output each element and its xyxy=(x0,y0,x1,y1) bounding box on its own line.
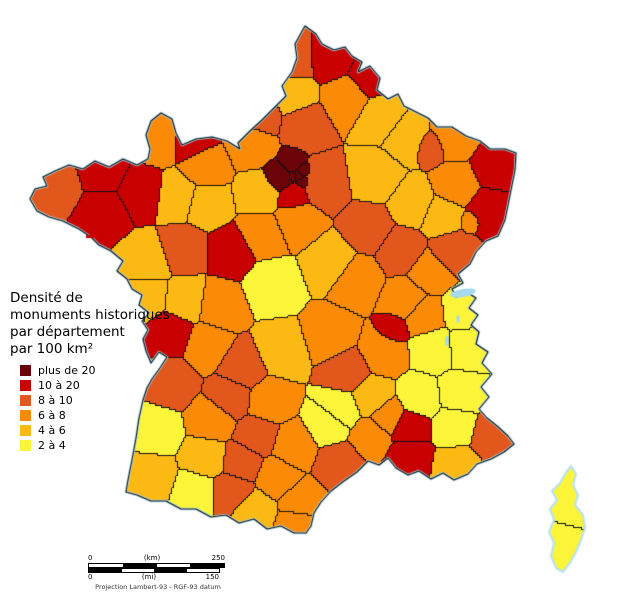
map-title: Densité de monuments historiques par dép… xyxy=(10,290,170,358)
title-line-4: par 100 km² xyxy=(10,341,94,357)
legend-color-swatch xyxy=(20,380,31,391)
scalebar-km-bar xyxy=(88,563,225,568)
title-line-1: Densité de xyxy=(10,290,83,306)
legend-item: 4 à 6 xyxy=(20,423,95,438)
scalebar-mi-start: 0 xyxy=(88,573,93,581)
scale-bar: 0 (km) 250 0 (mi) 150 Projection Lambert… xyxy=(88,554,225,591)
legend-item: 2 à 4 xyxy=(20,438,95,453)
scalebar-km-end: 250 xyxy=(211,554,225,562)
title-line-3: par département xyxy=(10,324,125,340)
legend-item-label: 10 à 20 xyxy=(38,379,80,392)
legend-item: 10 à 20 xyxy=(20,378,95,393)
legend-color-swatch xyxy=(20,365,31,376)
scalebar-mi-unit: (mi) xyxy=(141,573,157,581)
legend: plus de 20 10 à 20 8 à 10 6 à 8 4 à 6 2 … xyxy=(20,363,95,453)
scalebar-mi-end: 150 xyxy=(205,573,219,581)
legend-item-label: plus de 20 xyxy=(38,364,96,377)
legend-item: plus de 20 xyxy=(20,363,95,378)
scalebar-mi-labels: 0 (mi) 150 xyxy=(88,573,219,581)
legend-item-label: 8 à 10 xyxy=(38,394,73,407)
scalebar-km-start: 0 xyxy=(88,554,93,562)
legend-item-label: 6 à 8 xyxy=(38,409,66,422)
scalebar-mi-bar xyxy=(88,568,220,573)
scalebar-km-labels: 0 (km) 250 xyxy=(88,554,225,562)
projection-note: Projection Lambert-93 - RGF-93 datum xyxy=(95,582,221,591)
legend-color-swatch xyxy=(20,425,31,436)
legend-item: 8 à 10 xyxy=(20,393,95,408)
legend-item-label: 2 à 4 xyxy=(38,439,66,452)
legend-item: 6 à 8 xyxy=(20,408,95,423)
legend-color-swatch xyxy=(20,440,31,451)
scalebar-km-unit: (km) xyxy=(143,554,161,562)
legend-item-label: 4 à 6 xyxy=(38,424,66,437)
legend-color-swatch xyxy=(20,410,31,421)
title-line-2: monuments historiques xyxy=(10,307,170,323)
legend-color-swatch xyxy=(20,395,31,406)
